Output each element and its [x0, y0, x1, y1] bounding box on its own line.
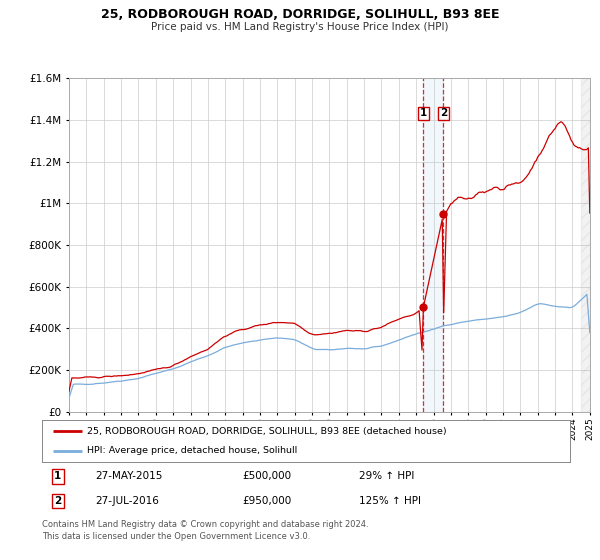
Text: 1: 1	[54, 471, 61, 481]
Text: 27-JUL-2016: 27-JUL-2016	[95, 496, 158, 506]
Text: £500,000: £500,000	[242, 471, 292, 481]
Text: Contains HM Land Registry data © Crown copyright and database right 2024.: Contains HM Land Registry data © Crown c…	[42, 520, 368, 529]
Text: 1: 1	[419, 109, 427, 118]
Text: HPI: Average price, detached house, Solihull: HPI: Average price, detached house, Soli…	[87, 446, 297, 455]
Text: 29% ↑ HPI: 29% ↑ HPI	[359, 471, 414, 481]
Text: Price paid vs. HM Land Registry's House Price Index (HPI): Price paid vs. HM Land Registry's House …	[151, 22, 449, 32]
Text: This data is licensed under the Open Government Licence v3.0.: This data is licensed under the Open Gov…	[42, 532, 310, 541]
Text: 25, RODBOROUGH ROAD, DORRIDGE, SOLIHULL, B93 8EE (detached house): 25, RODBOROUGH ROAD, DORRIDGE, SOLIHULL,…	[87, 427, 446, 436]
Text: 2: 2	[440, 109, 447, 118]
Text: 125% ↑ HPI: 125% ↑ HPI	[359, 496, 421, 506]
Text: 27-MAY-2015: 27-MAY-2015	[95, 471, 162, 481]
Bar	[581, 78, 590, 412]
Text: 25, RODBOROUGH ROAD, DORRIDGE, SOLIHULL, B93 8EE: 25, RODBOROUGH ROAD, DORRIDGE, SOLIHULL,…	[101, 8, 499, 21]
Bar	[424, 78, 443, 412]
Text: £950,000: £950,000	[242, 496, 292, 506]
Text: 2: 2	[54, 496, 61, 506]
